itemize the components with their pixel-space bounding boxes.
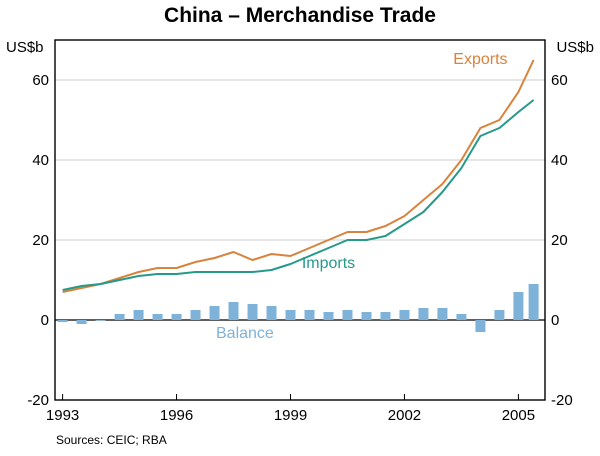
balance-bar (304, 310, 315, 320)
balance-bars (57, 284, 539, 332)
y-tick-label-right: 20 (551, 232, 568, 249)
x-tick-label: 2002 (388, 407, 421, 424)
y-tick-label-right: 0 (551, 312, 559, 329)
balance-bar (247, 304, 258, 320)
balance-bar (209, 306, 220, 320)
y-tick-label-left: 20 (32, 232, 49, 249)
balance-bar (475, 320, 486, 332)
balance-bar (418, 308, 429, 320)
grid-layer (55, 79, 545, 400)
balance-bar (342, 310, 353, 320)
exports-series-label: Exports (453, 51, 507, 68)
balance-bar (380, 312, 391, 320)
x-tick-label: 1999 (274, 407, 307, 424)
x-tick-label: 1993 (46, 407, 79, 424)
x-tick-label: 2005 (502, 407, 535, 424)
y-tick-label-left: 0 (41, 312, 49, 329)
balance-bar (494, 310, 505, 320)
balance-bar (171, 314, 182, 320)
balance-bar (323, 312, 334, 320)
balance-bar (528, 284, 539, 320)
source-note: Sources: CEIC; RBA (56, 433, 167, 447)
y-tick-label-left: 40 (32, 152, 49, 169)
balance-bar (133, 310, 144, 320)
balance-bar (266, 306, 277, 320)
balance-bar (76, 320, 87, 324)
balance-bar (152, 314, 163, 320)
balance-bar (228, 302, 239, 320)
balance-bar (190, 310, 201, 320)
imports-series-label: Imports (302, 255, 355, 272)
balance-bar (456, 314, 467, 320)
y-tick-label-right: 60 (551, 72, 568, 89)
axes-layer (54, 39, 546, 401)
imports-line (62, 99, 535, 291)
balance-bar (285, 310, 296, 320)
balance-bar (114, 314, 125, 320)
balance-bar (95, 320, 106, 321)
y-tick-label-left: 60 (32, 72, 49, 89)
balance-bar (513, 292, 524, 320)
balance-bar (399, 310, 410, 320)
y-unit-left: US$b (6, 39, 44, 56)
balance-bar (57, 320, 68, 322)
y-unit-right: US$b (556, 39, 594, 56)
plot-frame (54, 39, 546, 401)
chart-title: China – Merchandise Trade (164, 4, 436, 27)
labels-layer: US$b US$b Sources: CEIC; RBA 60 60 40 40 20 2… (6, 39, 594, 447)
y-tick-label-left: -20 (27, 392, 49, 409)
y-tick-label-right: -20 (551, 392, 573, 409)
balance-bar (361, 312, 372, 320)
exports-line (62, 59, 535, 293)
x-tick-label: 1996 (160, 407, 193, 424)
balance-bar (437, 308, 448, 320)
balance-series-label: Balance (216, 325, 274, 342)
trade-lines (62, 59, 535, 293)
y-tick-label-right: 40 (551, 152, 568, 169)
